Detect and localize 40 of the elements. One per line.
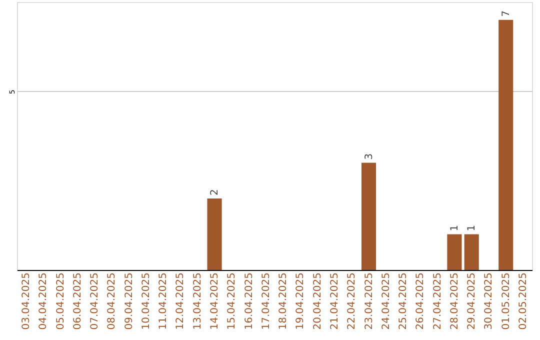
bar [447, 234, 462, 270]
data-label: 2 [210, 189, 221, 196]
x-tick-label: 30.04.2025 [484, 272, 495, 330]
x-tick-label: 18.04.2025 [278, 272, 290, 330]
x-tick-label: 10.04.2025 [140, 272, 152, 330]
x-tick-label: 13.04.2025 [192, 272, 204, 330]
x-tick-label: 24.04.2025 [380, 272, 392, 330]
x-tick-label: 19.04.2025 [295, 272, 306, 330]
x-tick-label: 21.04.2025 [329, 272, 340, 330]
x-tick-label: 11.04.2025 [158, 272, 170, 330]
x-tick-label: 22.04.2025 [346, 272, 358, 330]
x-tick-label: 28.04.2025 [449, 272, 460, 330]
x-tick-label: 23.04.2025 [364, 272, 375, 330]
x-tick-label: 06.04.2025 [72, 272, 84, 330]
x-tick-label: 27.04.2025 [432, 272, 444, 330]
x-tick-label: 07.04.2025 [90, 272, 101, 330]
x-tick-label: 26.04.2025 [415, 272, 426, 330]
x-tick-label: 08.04.2025 [106, 272, 118, 330]
bar [361, 162, 376, 270]
data-label: 1 [466, 224, 478, 232]
x-tick-label: 14.04.2025 [210, 272, 221, 330]
x-tick-label: 29.04.2025 [466, 272, 478, 330]
x-tick-label: 12.04.2025 [175, 272, 186, 330]
x-tick-label: 09.04.2025 [124, 272, 135, 330]
x-tick-label: 05.04.2025 [55, 272, 66, 330]
x-tick-label: 03.04.2025 [21, 272, 32, 330]
bar [498, 20, 514, 270]
data-label: 7 [500, 10, 512, 17]
x-tick-label: 25.04.2025 [398, 272, 410, 330]
x-tick-label: 16.04.2025 [244, 272, 255, 330]
x-tick-label: 02.05.2025 [518, 272, 530, 330]
x-tick-label: 15.04.2025 [226, 272, 238, 330]
x-tick-label: 04.04.2025 [38, 272, 50, 330]
x-tick-label: 01.05.2025 [500, 272, 512, 330]
x-tick-label: 17.04.2025 [260, 272, 272, 330]
x-tick-label: 20.04.2025 [312, 272, 324, 330]
bar [207, 198, 222, 270]
bar [464, 234, 479, 270]
data-label: 3 [364, 153, 375, 160]
data-label: 1 [449, 224, 460, 232]
